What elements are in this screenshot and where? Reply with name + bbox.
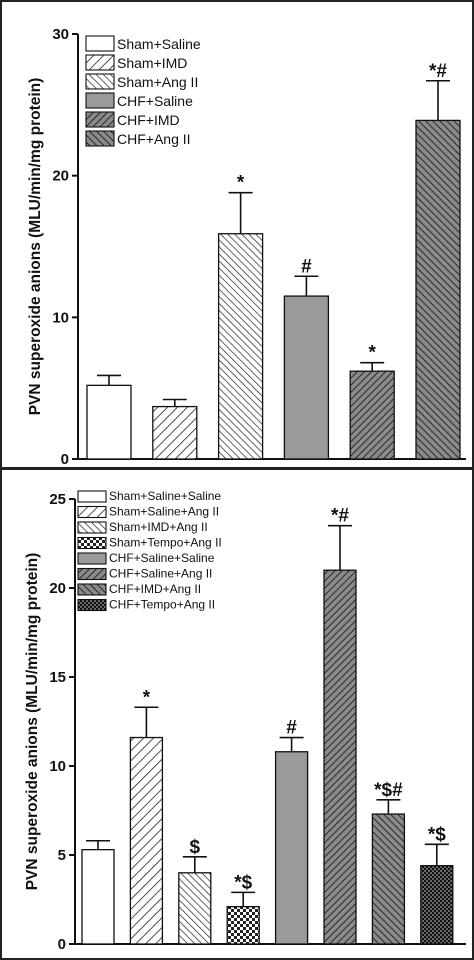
panel-divider	[0, 467, 474, 470]
legend-label: Sham+IMD+Ang II	[109, 520, 208, 534]
bar-4	[283, 295, 330, 460]
bar-3	[178, 872, 212, 945]
legend-swatch	[85, 35, 115, 52]
y-tick: 0	[58, 936, 75, 953]
significance-label: *#	[429, 61, 447, 82]
legend-swatch	[85, 111, 115, 128]
legend-swatch	[85, 130, 115, 147]
y-tick-label: 25	[49, 491, 66, 508]
y-tick: 10	[52, 309, 78, 326]
bar-5	[349, 370, 395, 460]
y-tick: 25	[49, 491, 75, 508]
y-tick-label: 10	[52, 309, 69, 326]
legend-label: Sham+Saline+Ang II	[109, 505, 219, 519]
legend-label: CHF+IMD	[117, 112, 180, 128]
bar-2	[129, 736, 164, 945]
legend-label: CHF+IMD+Ang II	[109, 582, 201, 596]
y-tick-label: 30	[52, 26, 69, 43]
y-tick-label: 20	[49, 580, 66, 597]
y-tick: 30	[52, 26, 78, 43]
significance-label: *#	[331, 506, 349, 527]
legend: Sham+Saline Sham+IMD Sham+Ang II CHF+Saline…	[85, 35, 201, 147]
significance-label: *	[143, 687, 151, 708]
bar-5	[274, 751, 309, 945]
significance-label: *	[368, 343, 376, 364]
y-tick-label: 0	[61, 451, 69, 468]
y-tick: 5	[58, 847, 75, 864]
legend-label: Sham+IMD	[117, 55, 187, 71]
legend-label: CHF+Saline+Ang II	[109, 567, 212, 581]
legend-swatch	[77, 521, 107, 534]
significance-label: $	[190, 837, 201, 858]
y-axis-label: PVN superoxide anions (MLU/min/mg protei…	[24, 553, 41, 891]
y-tick-label: 0	[58, 936, 66, 953]
y-tick: 20	[52, 168, 78, 185]
legend-swatch	[77, 536, 107, 550]
legend-label: Sham+Saline+Saline	[109, 489, 221, 503]
legend-swatch	[77, 505, 107, 519]
y-tick: 10	[49, 758, 75, 775]
y-tick-label: 10	[49, 758, 66, 775]
significance-label: *$	[428, 824, 446, 845]
legend-swatch	[77, 490, 107, 503]
bar-8	[420, 865, 454, 945]
legend-swatch	[77, 583, 107, 596]
y-tick: 0	[61, 451, 78, 468]
chart-panel-1: 0 10 20 30 PVN superoxide anions (MLU/min/mg…	[27, 26, 466, 468]
bar-3	[217, 233, 264, 460]
significance-label: *	[237, 173, 245, 194]
legend-label: CHF+Tempo+Ang II	[109, 598, 215, 612]
legend-label: Sham+Saline	[117, 36, 201, 52]
y-tick-label: 15	[49, 669, 66, 686]
legend-swatch	[85, 92, 115, 109]
significance-label: *$	[234, 872, 252, 893]
legend-swatch	[85, 54, 115, 71]
legend-label: CHF+Saline+Saline	[109, 551, 215, 565]
legend-label: CHF+Saline	[117, 93, 193, 109]
bar-6	[415, 119, 461, 460]
legend-swatch	[85, 73, 115, 90]
bar-2	[152, 405, 198, 460]
bar-7	[371, 813, 406, 945]
y-tick-label: 20	[52, 168, 69, 185]
legend-label: Sham+Ang II	[117, 74, 198, 90]
bar-1	[81, 849, 115, 945]
bar-1	[86, 384, 132, 460]
significance-label: #	[301, 256, 312, 277]
y-tick-label: 5	[58, 847, 66, 864]
chart-panel-2: 0 5 10 15 20 25 PVN superoxide anions (MLU/min…	[24, 489, 466, 953]
y-tick: 20	[49, 580, 75, 597]
bar-4	[226, 905, 260, 945]
significance-label: #	[286, 718, 297, 739]
significance-label: *$#	[374, 780, 403, 801]
legend-label: Sham+Tempo+Ang II	[109, 536, 222, 550]
legend-swatch	[77, 567, 107, 581]
y-tick: 15	[49, 669, 75, 686]
y-axis-label: PVN superoxide anions (MLU/min/mg protei…	[27, 78, 44, 416]
legend-swatch	[77, 552, 107, 565]
bar-6	[323, 569, 357, 945]
legend-swatch	[77, 598, 107, 612]
legend-label: CHF+Ang II	[117, 131, 191, 147]
